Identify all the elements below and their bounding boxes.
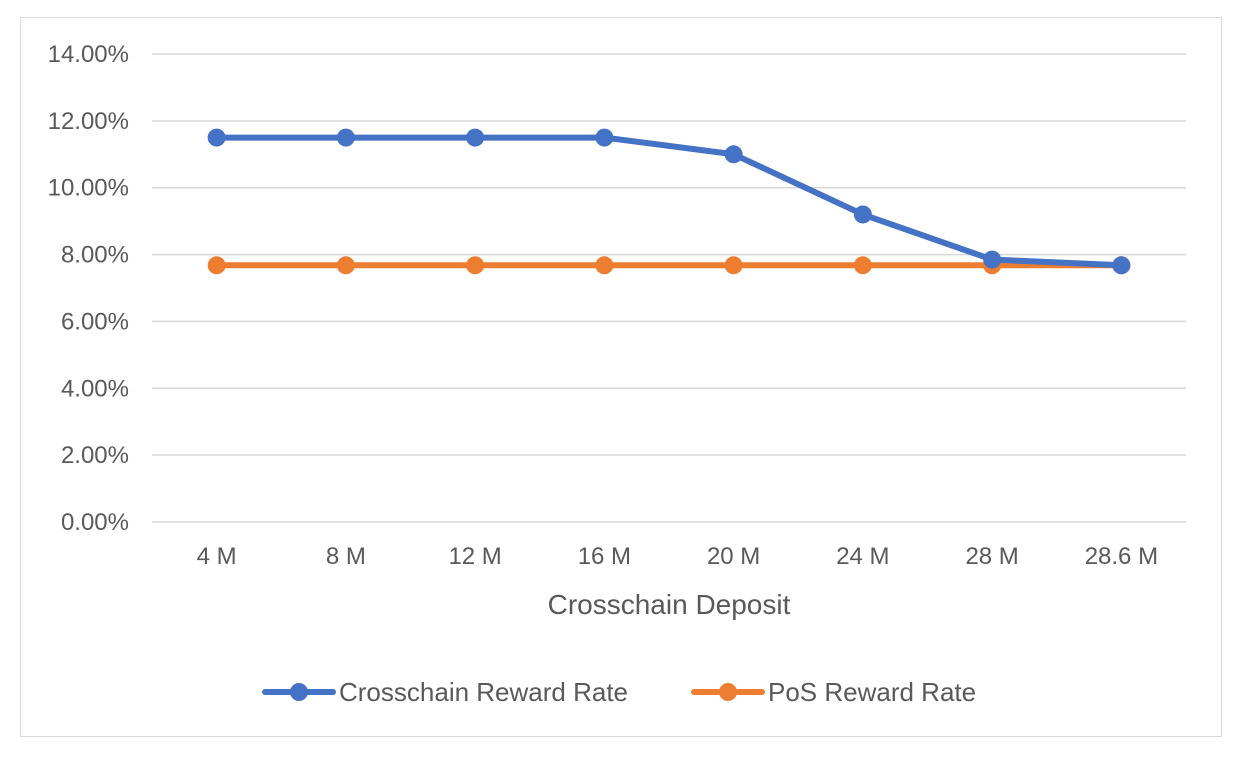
y-tick-label: 10.00% bbox=[48, 175, 129, 202]
data-point bbox=[853, 256, 872, 275]
data-point bbox=[207, 256, 226, 275]
y-axis-tick-labels: 0.00% 2.00% 4.00% 6.00% 8.00% 10.00% 12.00% 14.… bbox=[48, 41, 129, 536]
data-point bbox=[466, 128, 485, 147]
data-point bbox=[724, 256, 743, 275]
x-tick-label: 8 M bbox=[326, 543, 366, 570]
x-tick-label: 16 M bbox=[578, 543, 631, 570]
data-point bbox=[336, 128, 355, 147]
legend-item[interactable]: PoS Reward Rate bbox=[691, 677, 976, 707]
data-point bbox=[595, 128, 614, 147]
y-tick-label: 14.00% bbox=[48, 41, 129, 68]
x-tick-label: 24 M bbox=[836, 543, 889, 570]
data-point bbox=[466, 256, 485, 275]
y-tick-label: 8.00% bbox=[61, 242, 129, 269]
x-tick-label: 28 M bbox=[965, 543, 1018, 570]
x-tick-label: 4 M bbox=[197, 543, 237, 570]
y-tick-label: 2.00% bbox=[61, 442, 129, 469]
y-tick-label: 12.00% bbox=[48, 108, 129, 135]
legend-swatch-marker bbox=[719, 683, 737, 701]
series-line bbox=[213, 134, 1125, 269]
legend-label: Crosschain Reward Rate bbox=[339, 677, 628, 707]
series-pos-reward-rate bbox=[207, 256, 1131, 275]
x-axis-tick-labels: 4 M 8 M 12 M 16 M 20 M 24 M 28 M 28.6 M bbox=[197, 543, 1158, 570]
gridlines bbox=[152, 53, 1186, 523]
data-point bbox=[595, 256, 614, 275]
y-tick-label: 0.00% bbox=[61, 509, 129, 536]
data-point bbox=[983, 250, 1002, 269]
legend-item[interactable]: Crosschain Reward Rate bbox=[262, 677, 628, 707]
data-point bbox=[724, 145, 743, 164]
data-point bbox=[853, 205, 872, 224]
data-point bbox=[336, 256, 355, 275]
series-lines bbox=[207, 128, 1131, 275]
x-axis-title: Crosschain Deposit bbox=[548, 589, 791, 620]
x-tick-label: 20 M bbox=[707, 543, 760, 570]
x-tick-label: 28.6 M bbox=[1085, 543, 1158, 570]
series-crosschain-reward-rate bbox=[207, 128, 1131, 275]
data-point bbox=[207, 128, 226, 147]
data-point bbox=[1112, 256, 1131, 275]
x-tick-label: 12 M bbox=[448, 543, 501, 570]
legend-label: PoS Reward Rate bbox=[768, 677, 976, 707]
y-tick-label: 4.00% bbox=[61, 375, 129, 402]
legend[interactable]: Crosschain Reward Rate PoS Reward Rate bbox=[262, 677, 976, 707]
legend-swatch-marker bbox=[290, 683, 308, 701]
y-tick-label: 6.00% bbox=[61, 308, 129, 335]
